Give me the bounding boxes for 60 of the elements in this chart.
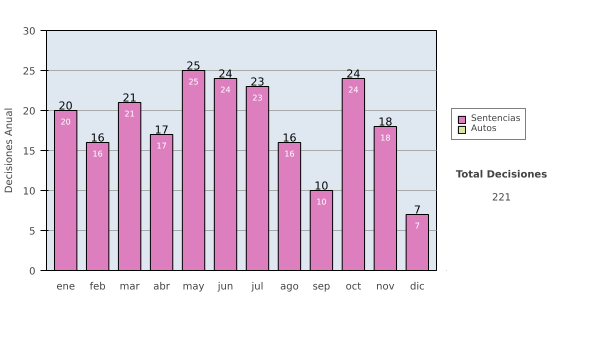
x-tick-label: jul xyxy=(250,282,264,292)
y-tick-label: 20 xyxy=(22,106,36,118)
bar xyxy=(150,134,174,270)
y-tick-label: 30 xyxy=(22,26,36,38)
data-label: 21 xyxy=(124,110,135,118)
bar xyxy=(118,102,142,270)
x-tick-label: oct xyxy=(346,282,362,292)
x-tick-label: dic xyxy=(410,282,425,292)
data-label: 25 xyxy=(188,78,199,86)
y-tick-label: 5 xyxy=(29,226,36,238)
total-label: 24 xyxy=(346,68,360,80)
x-tick-label: ago xyxy=(280,282,299,292)
bar xyxy=(342,78,366,270)
y-tick-label: 25 xyxy=(22,66,36,78)
text: 221 xyxy=(492,192,512,204)
total-label: 25 xyxy=(186,60,201,72)
bar xyxy=(246,86,270,270)
bar xyxy=(54,110,78,270)
data-label: 7 xyxy=(414,222,420,230)
bar xyxy=(86,142,110,270)
x-tick-label: feb xyxy=(90,282,106,292)
total-label: 24 xyxy=(218,68,233,80)
bar xyxy=(278,142,302,270)
bar xyxy=(374,126,398,270)
data-label: 24 xyxy=(348,86,358,94)
data-label: 16 xyxy=(284,150,295,158)
x-tick-label: nov xyxy=(376,282,395,292)
total-label: 16 xyxy=(90,132,105,144)
total-label: 23 xyxy=(250,76,264,88)
x-tick-label: ene xyxy=(56,282,76,292)
y-tick-label: 0 xyxy=(29,266,36,278)
data-label: 24 xyxy=(220,86,231,94)
data-label: 10 xyxy=(316,198,327,206)
x-tick-label: may xyxy=(182,282,205,292)
y-tick-label: 15 xyxy=(22,146,36,158)
bar xyxy=(214,78,238,270)
total-label: 17 xyxy=(154,124,169,136)
text: Total Decisiones xyxy=(456,170,548,180)
total-label: 21 xyxy=(122,92,137,104)
total-label: 20 xyxy=(58,100,73,112)
data-label: 20 xyxy=(60,118,71,126)
bar xyxy=(182,70,206,270)
y-axis-title: Decisiones Anual xyxy=(4,108,15,194)
y-tick-label: 10 xyxy=(22,186,36,198)
total-label: 7 xyxy=(414,204,421,216)
x-tick-label: mar xyxy=(120,282,140,292)
x-tick-label: abr xyxy=(153,282,171,292)
bar xyxy=(406,214,430,270)
total-label: 18 xyxy=(378,116,392,128)
legend-label: Autos xyxy=(471,124,497,134)
bar xyxy=(310,190,334,270)
x-tick-label: sep xyxy=(312,282,330,292)
total-label: 16 xyxy=(282,132,296,144)
data-label: 17 xyxy=(156,142,167,150)
data-label: 23 xyxy=(252,94,263,102)
x-tick-label: jun xyxy=(216,282,234,292)
legend-label: Sentencias xyxy=(471,114,520,124)
total-label: 10 xyxy=(314,180,328,192)
data-label: 18 xyxy=(380,134,390,142)
data-label: 16 xyxy=(92,150,103,158)
